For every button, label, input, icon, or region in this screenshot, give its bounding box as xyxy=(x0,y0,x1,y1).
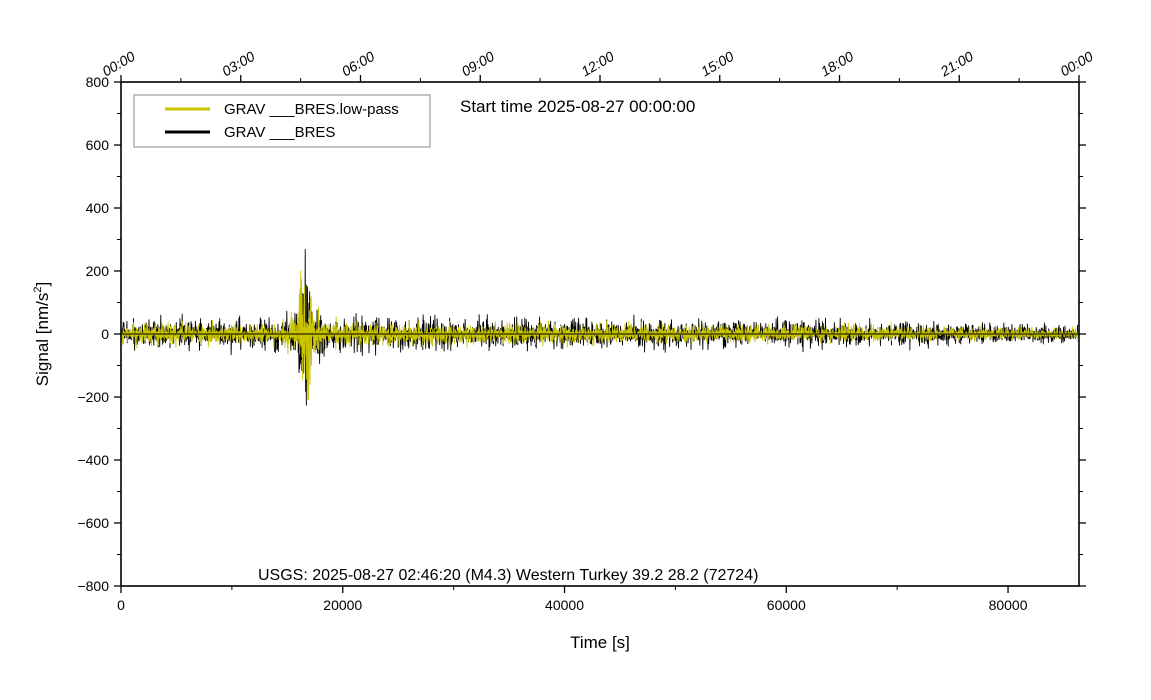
y-tick-label: 0 xyxy=(101,326,109,342)
y-axis-label-superscript: 2 xyxy=(32,287,44,293)
top-tick-label: 18:00 xyxy=(818,48,857,79)
y-axis-label-main: Signal [nm/s xyxy=(33,293,52,387)
event-annotation: USGS: 2025-08-27 02:46:20 (M4.3) Western… xyxy=(258,567,758,584)
y-tick-label: 400 xyxy=(86,200,110,216)
legend: GRAV ___BRES.low-pass GRAV ___BRES xyxy=(133,94,431,148)
x-axis-label: Time [s] xyxy=(570,633,630,652)
top-tick-label: 03:00 xyxy=(219,48,258,79)
top-tick-label: 15:00 xyxy=(698,48,737,79)
legend-label-lowpass: GRAV ___BRES.low-pass xyxy=(224,101,399,118)
top-tick-label: 09:00 xyxy=(459,48,498,79)
y-axis-label-suffix: ] xyxy=(33,282,52,287)
legend-label-raw: GRAV ___BRES xyxy=(224,124,335,141)
x-tick-label: 40000 xyxy=(545,597,584,613)
y-tick-label: 600 xyxy=(86,137,110,153)
y-tick-label: −600 xyxy=(77,515,109,531)
x-tick-label: 80000 xyxy=(989,597,1028,613)
plot-area xyxy=(120,81,1080,587)
x-axis-top: 00:00 03:00 06:00 09:00 12:00 15:00 18:00 21:00… xyxy=(99,48,1096,82)
y-tick-label: −200 xyxy=(77,389,109,405)
series-layer xyxy=(120,248,1080,406)
series-line-lowpass xyxy=(120,270,1080,401)
x-tick-label: 60000 xyxy=(767,597,806,613)
x-tick-label: 20000 xyxy=(323,597,362,613)
top-tick-label: 00:00 xyxy=(99,48,138,79)
top-tick-label: 06:00 xyxy=(339,48,378,79)
x-axis: 0 20000 40000 60000 80000 xyxy=(117,586,1028,613)
top-tick-label: 21:00 xyxy=(937,48,976,80)
y-tick-label: −800 xyxy=(77,578,109,594)
y-axis-right xyxy=(1079,81,1086,587)
y-tick-label: 200 xyxy=(86,263,110,279)
y-axis: −800 −600 −400 −200 0 200 400 600 800 xyxy=(77,74,121,594)
chart-title: Start time 2025-08-27 00:00:00 xyxy=(460,97,695,116)
top-tick-label: 00:00 xyxy=(1057,48,1096,79)
y-tick-label: 800 xyxy=(86,74,110,90)
x-tick-label: 0 xyxy=(117,597,125,613)
y-axis-label: Signal [nm/s2] xyxy=(32,282,52,386)
y-tick-label: −400 xyxy=(77,452,109,468)
legend-box xyxy=(133,94,431,148)
top-tick-label: 12:00 xyxy=(578,48,617,79)
